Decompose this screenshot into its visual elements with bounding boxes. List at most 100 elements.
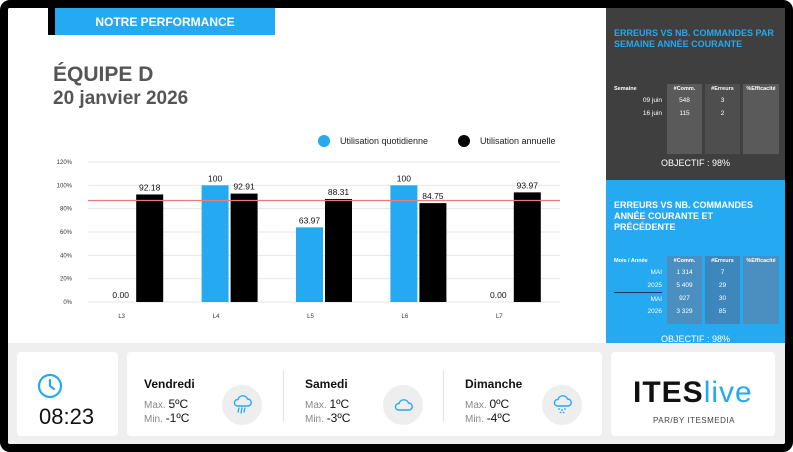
weather-max: Max. 5ºC xyxy=(144,397,188,411)
weekly-cell: 3 xyxy=(720,97,725,104)
legend-daily-swatch xyxy=(318,135,330,147)
yearly-cell: 2025 xyxy=(647,282,662,289)
logo-live: live xyxy=(703,376,753,409)
performance-main: NOTRE PERFORMANCE ÉQUIPE D 20 janvier 20… xyxy=(8,8,606,343)
y-tick-label: 0% xyxy=(63,300,72,306)
yearly-cell: 1 314 xyxy=(676,269,693,276)
yearly-header-orders: #Comm. xyxy=(673,258,696,264)
weekly-table: Semaine 09 juin 16 juin #Comm. 548 115 #… xyxy=(614,84,779,154)
weekly-header-week: Semaine xyxy=(614,86,637,92)
weekly-cell: 115 xyxy=(679,110,690,117)
data-label: 84.75 xyxy=(422,191,444,201)
weather-max: Max. 0ºC xyxy=(465,397,509,411)
x-tick-label: L6 xyxy=(402,314,409,320)
weather-min-label: Min. xyxy=(305,414,324,425)
tab-performance[interactable]: NOTRE PERFORMANCE xyxy=(55,8,275,35)
x-tick-label: L4 xyxy=(213,314,220,320)
yearly-table: Mois / Année MAI 2025 MAI 2026 #Comm. 1 … xyxy=(614,256,779,324)
weather-max-value: 1ºC xyxy=(329,397,350,411)
yearly-cell: 85 xyxy=(718,308,727,315)
logo-subtitle: PAR/BY ITESMEDIA xyxy=(653,416,735,425)
weather-max-label: Max. xyxy=(465,400,487,411)
snow-cloud-icon xyxy=(542,385,582,425)
date-title: 20 janvier 2026 xyxy=(53,88,189,109)
legend-annual-label: Utilisation annuelle xyxy=(480,136,556,146)
iteslive-logo: ITESlive xyxy=(633,376,753,410)
data-label: 92.91 xyxy=(233,182,255,192)
yearly-header-efficiency: %Efficacité xyxy=(746,258,776,264)
legend-annual-swatch xyxy=(458,135,470,147)
logo-ites: ITES xyxy=(633,376,704,409)
x-tick-label: L5 xyxy=(307,314,314,320)
yearly-cell: 7 xyxy=(720,269,725,276)
yearly-panel-title: ERREURS VS NB. COMMANDES ANNÉE COURANTE … xyxy=(614,200,754,232)
yearly-header-month: Mois / Année xyxy=(614,258,648,264)
weather-min: Min. -3ºC xyxy=(305,411,350,425)
data-label: 0.00 xyxy=(112,290,129,300)
data-label: 63.97 xyxy=(299,215,321,225)
weather-min: Min. -1ºC xyxy=(144,411,189,425)
bar-daily-l6 xyxy=(390,185,418,302)
weekly-panel-title: ERREURS VS NB. COMMANDES PAR SEMAINE ANN… xyxy=(614,28,774,49)
info-bar: 08:23 Vendredi Max. 5ºC Min. -1ºC Samedi… xyxy=(8,343,785,444)
weather-min-value: -1ºC xyxy=(165,411,190,425)
weather-min-value: -3ºC xyxy=(326,411,351,425)
yearly-objective: OBJECTIF : 98% xyxy=(660,334,731,344)
weather-day-name: Vendredi xyxy=(144,377,195,391)
weather-max-value: 5ºC xyxy=(168,397,189,411)
brand-card: ITESlive PAR/BY ITESMEDIA xyxy=(611,352,775,436)
bar-annual-l7 xyxy=(513,192,541,302)
weather-min-value: -4ºC xyxy=(486,411,511,425)
y-tick-label: 80% xyxy=(60,207,73,213)
data-label: 100 xyxy=(208,173,222,183)
yearly-cell: MAI xyxy=(614,292,662,305)
bar-annual-l6 xyxy=(419,203,447,302)
tab-marker xyxy=(48,8,55,35)
yearly-cell: MAI xyxy=(650,269,662,276)
x-tick-label: L3 xyxy=(118,314,125,320)
weather-min: Min. -4ºC xyxy=(465,411,510,425)
data-label: 92.18 xyxy=(139,182,161,192)
yearly-cell: 3 329 xyxy=(676,308,693,315)
bar-daily-l5 xyxy=(296,227,323,302)
utilisation-bar-chart: 0% 20% 40% 60% 80% 100% 120% 0.00 92.18 L3 100 92.9… xyxy=(57,160,560,320)
yearly-cell: 29 xyxy=(718,282,727,289)
weekly-cell: 16 juin xyxy=(642,110,662,117)
y-tick-label: 40% xyxy=(60,253,73,259)
weather-divider xyxy=(443,370,444,422)
yearly-cell: 5 409 xyxy=(676,282,693,289)
weekly-cell: 09 juin xyxy=(642,97,662,104)
bar-annual-l5 xyxy=(325,198,352,302)
weekly-errors-panel: ERREURS VS NB. COMMANDES PAR SEMAINE ANN… xyxy=(606,8,785,180)
clock-card: 08:23 xyxy=(17,352,118,436)
weather-max-value: 0ºC xyxy=(489,397,510,411)
weather-card: Vendredi Max. 5ºC Min. -1ºC Samedi Max. … xyxy=(127,352,602,436)
weekly-cell: 2 xyxy=(720,110,725,117)
weather-max-label: Max. xyxy=(144,400,166,411)
data-label: 0.00 xyxy=(490,290,507,300)
weekly-header-errors: #Erreurs xyxy=(711,86,734,92)
y-tick-label: 100% xyxy=(57,183,73,189)
y-tick-label: 120% xyxy=(57,160,73,166)
clock-time: 08:23 xyxy=(39,404,95,429)
cloud-icon xyxy=(383,385,423,425)
legend-daily-label: Utilisation quotidienne xyxy=(340,136,429,146)
weather-min-label: Min. xyxy=(144,414,163,425)
y-tick-label: 60% xyxy=(60,230,73,236)
rain-cloud-icon xyxy=(222,385,262,425)
weather-day-name: Samedi xyxy=(305,377,348,391)
data-label: 93.97 xyxy=(517,180,539,190)
clock-icon xyxy=(37,373,63,399)
weather-min-label: Min. xyxy=(465,414,484,425)
weekly-cell: 548 xyxy=(679,97,690,104)
weather-max-label: Max. xyxy=(305,400,327,411)
bar-daily-l4 xyxy=(201,185,229,302)
data-label: 88.31 xyxy=(328,187,350,197)
data-label: 100 xyxy=(397,173,411,183)
bar-annual-l3 xyxy=(136,194,164,302)
weather-day-name: Dimanche xyxy=(465,377,523,391)
bar-annual-l4 xyxy=(230,193,258,302)
legend-daily: Utilisation quotidienne xyxy=(318,135,428,147)
weekly-header-orders: #Comm. xyxy=(673,86,696,92)
